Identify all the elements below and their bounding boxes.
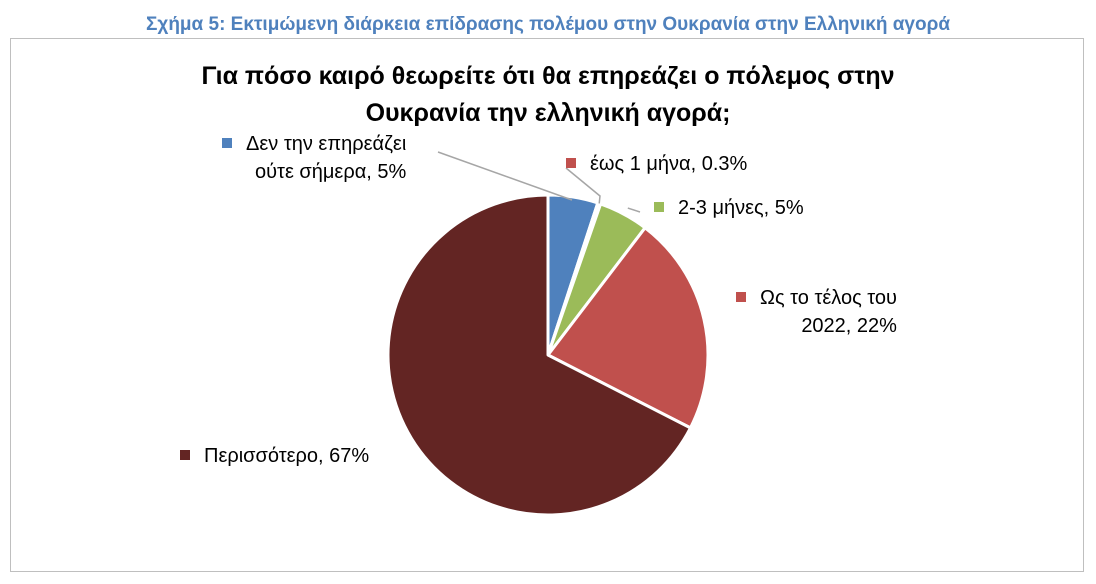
pie-slice-3	[546, 226, 710, 430]
slice-label-1-text: έως 1 μήνα, 0.3%	[590, 153, 748, 175]
slice-label-4-text: Περισσότερο, 67%	[204, 445, 370, 467]
legend-marker-2	[654, 202, 664, 212]
slice-label-0-line-2: ούτε σήμερα, 5%	[254, 161, 407, 183]
pie-slice-4	[386, 193, 692, 517]
legend-marker-0	[222, 138, 232, 148]
slice-label-0-line-1: Δεν την επηρεάζει	[246, 133, 407, 155]
leader-line-0	[437, 151, 573, 201]
slice-label-3-line-1: Ως το τέλος του	[760, 287, 897, 309]
slice-label-4: Περισσότερο, 67%	[180, 442, 369, 470]
legend-marker-1	[566, 158, 576, 168]
legend-marker-4	[180, 450, 190, 460]
slice-label-2-text: 2-3 μήνες, 5%	[678, 197, 804, 219]
slice-label-3: Ως το τέλος του 2022, 22%	[736, 284, 897, 340]
leader-line-2	[627, 207, 641, 213]
chart-title: Για πόσο καιρό θεωρείτε ότι θα επηρεάζει…	[100, 58, 996, 132]
leader-line-1	[565, 167, 601, 204]
slice-label-3-line-2: 2022, 22%	[801, 315, 897, 337]
slice-label-1: έως 1 μήνα, 0.3%	[566, 150, 747, 178]
slice-label-2: 2-3 μήνες, 5%	[654, 194, 804, 222]
chart-title-line-2: Ουκρανία την ελληνική αγορά;	[365, 99, 731, 127]
chart-title-line-1: Για πόσο καιρό θεωρείτε ότι θα επηρεάζει…	[201, 62, 895, 90]
legend-marker-3	[736, 292, 746, 302]
figure-caption: Σχήμα 5: Εκτιμώμενη διάρκεια επίδρασης π…	[145, 14, 951, 35]
slice-label-0: Δεν την επηρεάζει ούτε σήμερα, 5%	[222, 130, 406, 186]
